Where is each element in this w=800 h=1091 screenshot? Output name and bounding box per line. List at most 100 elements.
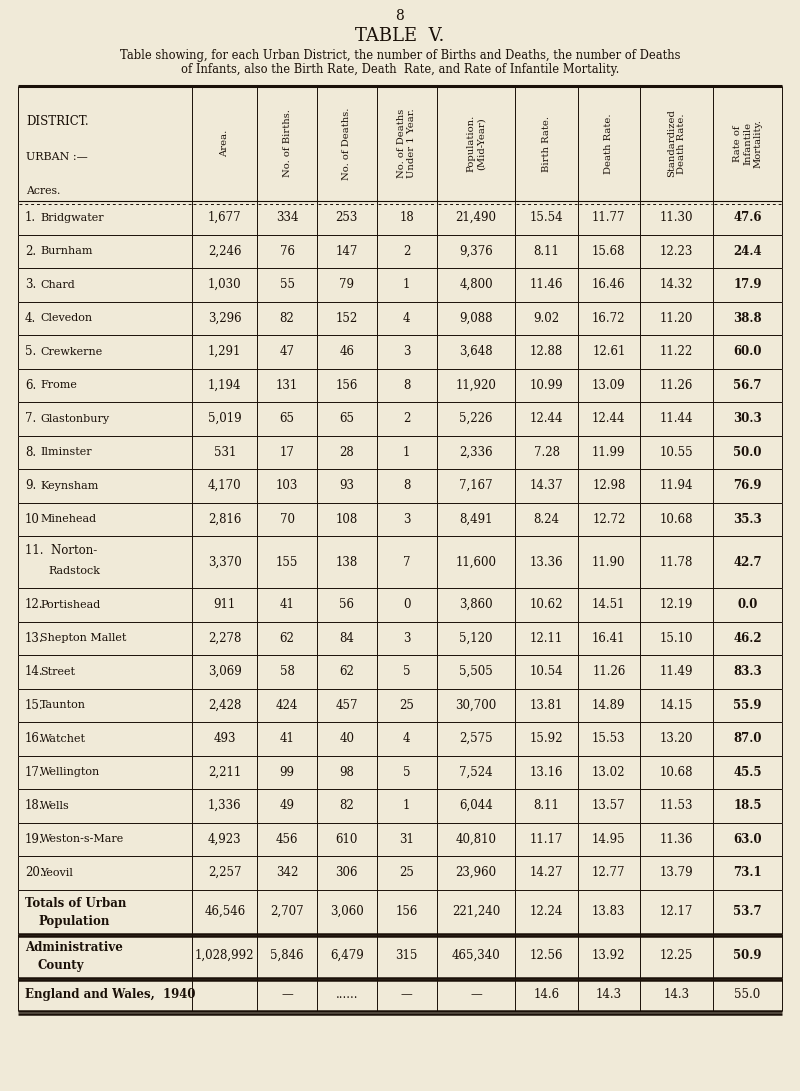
Text: Watchet: Watchet xyxy=(40,734,86,744)
Text: —: — xyxy=(470,987,482,1000)
Text: 11.44: 11.44 xyxy=(660,412,694,425)
Text: England and Wales,  1940: England and Wales, 1940 xyxy=(25,987,195,1000)
Text: Acres.: Acres. xyxy=(26,185,60,196)
Text: 13.57: 13.57 xyxy=(592,800,626,813)
Text: of Infants, also the Birth Rate, Death  Rate, and Rate of Infantile Mortality.: of Infants, also the Birth Rate, Death R… xyxy=(181,62,619,75)
Text: 40,810: 40,810 xyxy=(455,832,497,846)
Text: 5.: 5. xyxy=(25,345,36,358)
Text: 10.68: 10.68 xyxy=(660,513,694,526)
Text: Chard: Chard xyxy=(40,279,74,290)
Text: 60.0: 60.0 xyxy=(734,345,762,358)
Text: DISTRICT.: DISTRICT. xyxy=(26,115,89,128)
Text: 30.3: 30.3 xyxy=(733,412,762,425)
Text: 50.9: 50.9 xyxy=(734,949,762,962)
Text: 342: 342 xyxy=(276,866,298,879)
Text: County: County xyxy=(38,959,85,972)
Text: 2,257: 2,257 xyxy=(208,866,242,879)
Text: 15.92: 15.92 xyxy=(530,732,563,745)
Text: 1,028,992: 1,028,992 xyxy=(195,949,254,962)
Text: 3,648: 3,648 xyxy=(459,345,493,358)
Text: 23,960: 23,960 xyxy=(455,866,497,879)
Text: 14.51: 14.51 xyxy=(592,598,626,611)
Text: No. of Births.: No. of Births. xyxy=(282,109,291,178)
Text: 138: 138 xyxy=(336,555,358,568)
Text: TABLE  V.: TABLE V. xyxy=(355,27,445,45)
Text: 4,800: 4,800 xyxy=(459,278,493,291)
Text: 12.44: 12.44 xyxy=(530,412,563,425)
Text: 2,246: 2,246 xyxy=(208,244,242,257)
Text: 12.24: 12.24 xyxy=(530,906,563,918)
Text: 8,491: 8,491 xyxy=(459,513,493,526)
Text: Wellington: Wellington xyxy=(40,767,100,777)
Text: 28: 28 xyxy=(339,446,354,458)
Text: 11.94: 11.94 xyxy=(660,479,694,492)
Text: 7,167: 7,167 xyxy=(459,479,493,492)
Text: 13.20: 13.20 xyxy=(660,732,694,745)
Text: 2,278: 2,278 xyxy=(208,632,242,645)
Text: 493: 493 xyxy=(214,732,236,745)
Text: 40: 40 xyxy=(339,732,354,745)
Text: 18: 18 xyxy=(399,212,414,225)
Text: 17.9: 17.9 xyxy=(734,278,762,291)
Text: 12.44: 12.44 xyxy=(592,412,626,425)
Text: URBAN :—: URBAN :— xyxy=(26,153,88,163)
Text: 15.68: 15.68 xyxy=(592,244,626,257)
Text: 9.: 9. xyxy=(25,479,36,492)
Text: 13.92: 13.92 xyxy=(592,949,626,962)
Text: 11.30: 11.30 xyxy=(660,212,694,225)
Text: 306: 306 xyxy=(336,866,358,879)
Text: 911: 911 xyxy=(214,598,236,611)
Text: 11.46: 11.46 xyxy=(530,278,563,291)
Text: 3,370: 3,370 xyxy=(208,555,242,568)
Text: 1,677: 1,677 xyxy=(208,212,242,225)
Text: 19.: 19. xyxy=(25,832,44,846)
Text: Crewkerne: Crewkerne xyxy=(40,347,102,357)
Text: 457: 457 xyxy=(336,698,358,711)
Text: 10.99: 10.99 xyxy=(530,379,563,392)
Text: 12.56: 12.56 xyxy=(530,949,563,962)
Text: 7.28: 7.28 xyxy=(534,446,559,458)
Text: 1,030: 1,030 xyxy=(208,278,242,291)
Text: 14.6: 14.6 xyxy=(534,987,560,1000)
Text: 4.: 4. xyxy=(25,312,36,325)
Text: 2.: 2. xyxy=(25,244,36,257)
Text: 8: 8 xyxy=(403,479,410,492)
Text: 14.: 14. xyxy=(25,666,44,679)
Text: 11.36: 11.36 xyxy=(660,832,694,846)
Text: Standardized
Death Rate.: Standardized Death Rate. xyxy=(667,109,686,178)
Text: 3: 3 xyxy=(403,513,410,526)
Text: 73.1: 73.1 xyxy=(734,866,762,879)
Text: 4,170: 4,170 xyxy=(208,479,242,492)
Text: Minehead: Minehead xyxy=(40,514,96,525)
Text: Ilminster: Ilminster xyxy=(40,447,92,457)
Text: Yeovil: Yeovil xyxy=(40,867,73,878)
Text: Wells: Wells xyxy=(40,801,70,811)
Text: 11.22: 11.22 xyxy=(660,345,693,358)
Text: 424: 424 xyxy=(276,698,298,711)
Text: 12.25: 12.25 xyxy=(660,949,694,962)
Text: 152: 152 xyxy=(336,312,358,325)
Text: 610: 610 xyxy=(336,832,358,846)
Text: 13.83: 13.83 xyxy=(592,906,626,918)
Text: 18.: 18. xyxy=(25,800,43,813)
Text: 55.0: 55.0 xyxy=(734,987,761,1000)
Text: 9,088: 9,088 xyxy=(459,312,493,325)
Text: Death Rate.: Death Rate. xyxy=(604,113,614,173)
Text: 13.09: 13.09 xyxy=(592,379,626,392)
Text: 1,336: 1,336 xyxy=(208,800,242,813)
Text: 2,336: 2,336 xyxy=(459,446,493,458)
Text: 155: 155 xyxy=(276,555,298,568)
Text: 1: 1 xyxy=(403,800,410,813)
Text: 25: 25 xyxy=(399,866,414,879)
Text: 15.54: 15.54 xyxy=(530,212,563,225)
Text: 12.11: 12.11 xyxy=(530,632,563,645)
Text: 31: 31 xyxy=(399,832,414,846)
Text: 13.79: 13.79 xyxy=(660,866,694,879)
Text: 16.72: 16.72 xyxy=(592,312,626,325)
Text: Taunton: Taunton xyxy=(40,700,86,710)
Text: 8: 8 xyxy=(403,379,410,392)
Text: 2,707: 2,707 xyxy=(270,906,304,918)
Text: 55: 55 xyxy=(279,278,294,291)
Text: 98: 98 xyxy=(339,766,354,779)
Text: 3: 3 xyxy=(403,632,410,645)
